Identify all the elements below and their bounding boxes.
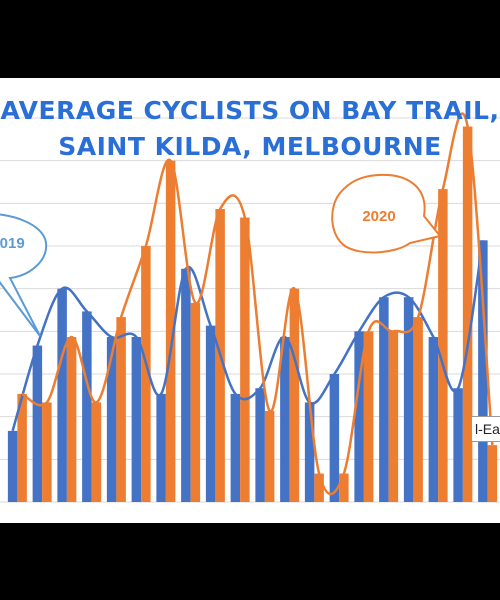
chart-title-line-2: SAINT KILDA, MELBOURNE bbox=[58, 132, 442, 161]
bar-2020-11 bbox=[264, 410, 275, 502]
bar-2019-10 bbox=[230, 393, 241, 502]
bar-2020-13 bbox=[314, 473, 324, 502]
bar-2019-2 bbox=[32, 345, 43, 502]
bar-2020-12 bbox=[289, 288, 300, 502]
bar-2019-15 bbox=[354, 331, 364, 502]
bar-2019-16 bbox=[379, 297, 389, 502]
chart-card: 2019 2020 AVERAGE CYCLISTS ON BAY TRAIL,… bbox=[0, 78, 500, 523]
bar-2020-5 bbox=[116, 317, 126, 502]
bar-2019-17 bbox=[403, 297, 414, 502]
bars bbox=[7, 126, 498, 503]
callout-2020-label: 2020 bbox=[362, 208, 395, 225]
bar-2019-5 bbox=[106, 337, 117, 502]
bar-2019-11 bbox=[255, 388, 265, 502]
callout-2019-bubble bbox=[0, 213, 48, 337]
bar-2019-20 bbox=[478, 240, 488, 503]
bar-2020-14 bbox=[339, 473, 349, 502]
trend-line-2019 bbox=[11, 240, 485, 432]
bar-2019-1 bbox=[7, 430, 18, 502]
partial-label-tag: l-Ea bbox=[471, 416, 500, 442]
bar-2019-9 bbox=[205, 325, 216, 502]
callout-2019-label: 2019 bbox=[0, 235, 25, 252]
bar-2020-10 bbox=[240, 217, 250, 503]
trend-lines bbox=[11, 112, 494, 496]
bar-2020-18 bbox=[438, 189, 448, 502]
bar-2019-19 bbox=[453, 388, 463, 502]
bar-2020-3 bbox=[66, 337, 77, 502]
bar-2020-7 bbox=[165, 160, 176, 502]
bar-2019-3 bbox=[57, 288, 67, 502]
bar-2020-19 bbox=[462, 126, 473, 503]
bar-2020-15 bbox=[363, 331, 374, 502]
bar-2020-2 bbox=[42, 402, 52, 502]
chart-plot: 2019 2020 bbox=[0, 112, 500, 503]
bar-2019-18 bbox=[428, 337, 439, 502]
bar-2020-16 bbox=[388, 331, 399, 502]
bar-2020-17 bbox=[413, 317, 423, 502]
bar-2020-20 bbox=[487, 445, 498, 502]
bar-2019-13 bbox=[304, 402, 315, 502]
trend-line-2020 bbox=[21, 112, 494, 496]
bar-2019-7 bbox=[156, 393, 166, 502]
callouts: 2019 2020 bbox=[0, 173, 442, 337]
bar-2019-8 bbox=[181, 268, 191, 502]
bar-2020-8 bbox=[190, 302, 201, 502]
bar-2019-12 bbox=[280, 337, 290, 502]
chart-title-line-1: AVERAGE CYCLISTS ON BAY TRAIL, bbox=[0, 96, 500, 125]
bar-2019-6 bbox=[131, 337, 142, 502]
bar-2019-14 bbox=[329, 374, 340, 502]
bar-2020-1 bbox=[17, 393, 27, 502]
bar-2020-6 bbox=[141, 246, 151, 502]
callout-2020-bubble bbox=[331, 173, 442, 254]
bar-2019-4 bbox=[82, 311, 92, 502]
bar-2020-4 bbox=[91, 402, 102, 502]
